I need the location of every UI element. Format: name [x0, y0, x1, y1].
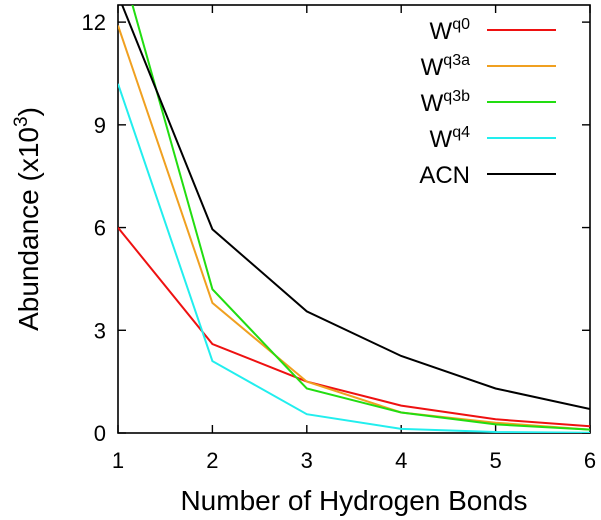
legend-label-sup: q0	[452, 16, 470, 33]
legend-label-base: W	[421, 54, 444, 81]
y-axis-title-close: )	[13, 107, 44, 116]
y-axis-title-exponent: 3	[11, 116, 32, 127]
series-line-wq0	[118, 226, 590, 428]
legend-label-sup: q3b	[443, 88, 470, 105]
y-tick-label: 3	[94, 318, 106, 343]
x-tick-label: 6	[584, 448, 596, 473]
series-lines	[118, 5, 590, 433]
legend-label-base: W	[430, 18, 453, 45]
y-axis-title: Abundance (x103)	[11, 107, 44, 331]
legend-label: ACN	[419, 162, 470, 189]
series-line-wq3b	[131, 5, 590, 431]
x-axis-title: Number of Hydrogen Bonds	[180, 485, 527, 516]
legend-label-sup: q4	[452, 124, 470, 141]
y-tick-label: 0	[94, 421, 106, 446]
legend-label-base: W	[430, 126, 453, 153]
series-line-wq4	[118, 83, 590, 433]
y-tick-label: 6	[94, 216, 106, 241]
y-axis-title-base: Abundance (x10	[13, 127, 44, 331]
x-tick-label: 2	[206, 448, 218, 473]
legend-label: Wq4	[430, 124, 471, 153]
y-tick-label: 12	[82, 10, 106, 35]
y-tick-label: 9	[94, 113, 106, 138]
x-tick-label: 4	[395, 448, 407, 473]
legend-label: Wq3b	[421, 88, 470, 117]
series-line-wq3a	[118, 25, 590, 431]
series-line-acn	[121, 5, 590, 410]
legend-label-base: ACN	[419, 162, 470, 189]
legend-label-base: W	[421, 90, 444, 117]
legend-label: Wq0	[430, 16, 471, 45]
x-tick-label: 1	[112, 448, 124, 473]
x-tick-label: 3	[301, 448, 313, 473]
legend-label-sup: q3a	[443, 52, 470, 69]
plot-frame	[117, 4, 591, 434]
legend-label: Wq3a	[421, 52, 470, 81]
x-tick-label: 5	[489, 448, 501, 473]
